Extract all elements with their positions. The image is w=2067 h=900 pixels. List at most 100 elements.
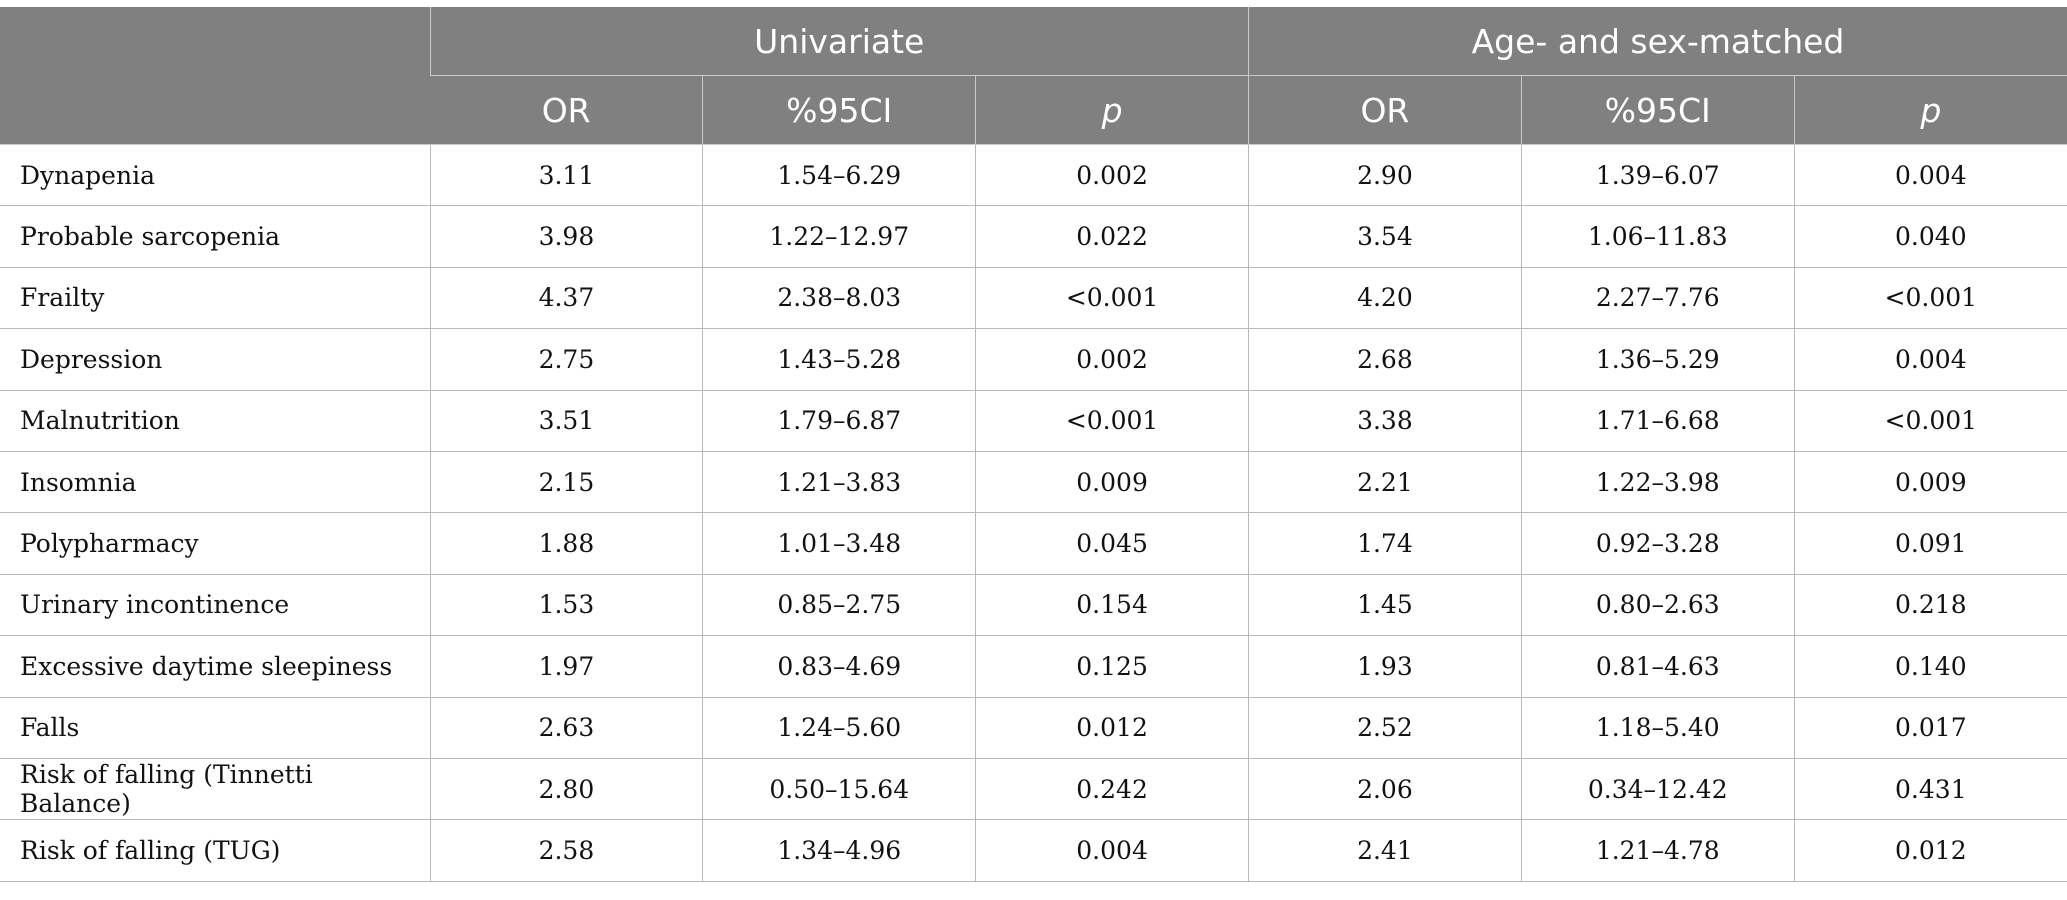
header-group-univariate: Univariate (429, 7, 1249, 76)
row-label: Depression (0, 328, 430, 391)
cell-matched-ci: 1.22–3.98 (1520, 451, 1795, 514)
cell-univariate-or: 2.15 (429, 451, 703, 514)
header-matched-p: p (1793, 75, 2067, 145)
header-corner-cell (0, 7, 430, 145)
cell-matched-p: <0.001 (1793, 390, 2067, 452)
cell-matched-or: 1.93 (1248, 635, 1522, 698)
cell-univariate-p: 0.012 (975, 697, 1249, 759)
cell-univariate-or: 2.75 (429, 328, 703, 391)
cell-univariate-p: 0.004 (975, 819, 1249, 882)
cell-univariate-or: 3.98 (429, 205, 703, 268)
odds-ratio-table: Univariate Age- and sex-matched OR %95CI… (0, 7, 2067, 882)
cell-univariate-or: 3.51 (429, 390, 703, 452)
cell-univariate-ci: 1.01–3.48 (702, 512, 976, 575)
row-label: Polypharmacy (0, 512, 430, 575)
header-subcolumn-row: OR %95CI p OR %95CI p (0, 75, 2067, 145)
cell-matched-p: 0.218 (1793, 574, 2067, 637)
header-matched-or: OR (1248, 75, 1522, 145)
cell-matched-or: 2.52 (1248, 697, 1522, 759)
table-row: Risk of falling (Tinnetti Balance) 2.80 0.… (0, 758, 2067, 821)
table-row: Depression 2.75 1.43–5.28 0.002 2.68 1.36–5.2… (0, 328, 2067, 391)
cell-univariate-or: 2.63 (429, 697, 703, 759)
cell-matched-ci: 1.06–11.83 (1520, 205, 1795, 268)
cell-matched-or: 2.90 (1248, 144, 1522, 207)
cell-matched-or: 3.54 (1248, 205, 1522, 268)
cell-matched-p: 0.012 (1793, 819, 2067, 882)
cell-matched-p: 0.009 (1793, 451, 2067, 514)
cell-matched-ci: 0.92–3.28 (1520, 512, 1795, 575)
cell-univariate-p: 0.125 (975, 635, 1249, 698)
table-row: Excessive daytime sleepiness 1.97 0.83–4.6… (0, 635, 2067, 698)
cell-univariate-ci: 0.50–15.64 (702, 758, 976, 821)
row-label: Malnutrition (0, 390, 430, 452)
row-label: Risk of falling (TUG) (0, 819, 430, 882)
table-row: Polypharmacy 1.88 1.01–3.48 0.045 1.74 0.92–3… (0, 512, 2067, 575)
cell-univariate-p: 0.002 (975, 144, 1249, 207)
header-matched-ci: %95CI (1520, 75, 1795, 145)
cell-univariate-or: 1.88 (429, 512, 703, 575)
cell-univariate-ci: 1.54–6.29 (702, 144, 976, 207)
header-group-age-sex-matched: Age- and sex-matched (1248, 7, 2067, 76)
cell-univariate-or: 1.97 (429, 635, 703, 698)
cell-univariate-p: 0.154 (975, 574, 1249, 637)
cell-matched-p: 0.004 (1793, 144, 2067, 207)
cell-univariate-or: 2.80 (429, 758, 703, 821)
table-body: Dynapenia 3.11 1.54–6.29 0.002 2.90 1.39–6.07… (0, 144, 2067, 882)
cell-univariate-p: 0.045 (975, 512, 1249, 575)
header-group-row: Univariate Age- and sex-matched (0, 7, 2067, 145)
cell-matched-ci: 1.71–6.68 (1520, 390, 1795, 452)
header-univariate-or: OR (430, 75, 703, 145)
cell-matched-p: 0.140 (1793, 635, 2067, 698)
cell-univariate-ci: 1.43–5.28 (702, 328, 976, 391)
row-label: Urinary incontinence (0, 574, 430, 637)
cell-univariate-or: 1.53 (429, 574, 703, 637)
cell-univariate-p: <0.001 (975, 390, 1249, 452)
cell-matched-ci: 1.36–5.29 (1520, 328, 1795, 391)
cell-univariate-p: 0.002 (975, 328, 1249, 391)
cell-matched-ci: 2.27–7.76 (1520, 267, 1795, 330)
cell-matched-or: 2.41 (1248, 819, 1522, 882)
row-label: Frailty (0, 267, 430, 330)
table-row: Probable sarcopenia 3.98 1.22–12.97 0.022 3.… (0, 205, 2067, 268)
cell-univariate-or: 2.58 (429, 819, 703, 882)
cell-matched-p: 0.091 (1793, 512, 2067, 575)
cell-univariate-ci: 0.83–4.69 (702, 635, 976, 698)
cell-matched-p: 0.431 (1793, 758, 2067, 821)
cell-matched-or: 2.21 (1248, 451, 1522, 514)
cell-matched-ci: 1.18–5.40 (1520, 697, 1795, 759)
table-row: Urinary incontinence 1.53 0.85–2.75 0.154 1.… (0, 574, 2067, 637)
table-row: Frailty 4.37 2.38–8.03 <0.001 4.20 2.27–7.76 <… (0, 267, 2067, 330)
row-label: Excessive daytime sleepiness (0, 635, 430, 698)
table-row: Malnutrition 3.51 1.79–6.87 <0.001 3.38 1.71–… (0, 390, 2067, 452)
cell-matched-ci: 1.39–6.07 (1520, 144, 1795, 207)
cell-univariate-p: 0.009 (975, 451, 1249, 514)
cell-univariate-or: 3.11 (429, 144, 703, 207)
cell-univariate-ci: 1.24–5.60 (702, 697, 976, 759)
cell-univariate-p: 0.022 (975, 205, 1249, 268)
table-row: Dynapenia 3.11 1.54–6.29 0.002 2.90 1.39–6.07… (0, 144, 2067, 207)
row-label: Falls (0, 697, 430, 759)
cell-matched-or: 1.74 (1248, 512, 1522, 575)
cell-univariate-ci: 2.38–8.03 (702, 267, 976, 330)
cell-matched-or: 2.68 (1248, 328, 1522, 391)
cell-univariate-p: 0.242 (975, 758, 1249, 821)
cell-matched-or: 4.20 (1248, 267, 1522, 330)
header-univariate-ci: %95CI (702, 75, 976, 145)
cell-univariate-p: <0.001 (975, 267, 1249, 330)
cell-univariate-or: 4.37 (429, 267, 703, 330)
cell-matched-ci: 1.21–4.78 (1520, 819, 1795, 882)
row-label: Probable sarcopenia (0, 205, 430, 268)
table-row: Insomnia 2.15 1.21–3.83 0.009 2.21 1.22–3.98 0… (0, 451, 2067, 514)
cell-matched-ci: 0.34–12.42 (1520, 758, 1795, 821)
cell-univariate-ci: 1.21–3.83 (702, 451, 976, 514)
cell-matched-p: 0.017 (1793, 697, 2067, 759)
table-row: Risk of falling (TUG) 2.58 1.34–4.96 0.004 2… (0, 819, 2067, 882)
cell-matched-p: <0.001 (1793, 267, 2067, 330)
cell-matched-p: 0.040 (1793, 205, 2067, 268)
cell-matched-or: 2.06 (1248, 758, 1522, 821)
cell-matched-ci: 0.81–4.63 (1520, 635, 1795, 698)
header-univariate-p: p (975, 75, 1249, 145)
table-header: Univariate Age- and sex-matched OR %95CI… (0, 7, 2067, 145)
cell-matched-p: 0.004 (1793, 328, 2067, 391)
